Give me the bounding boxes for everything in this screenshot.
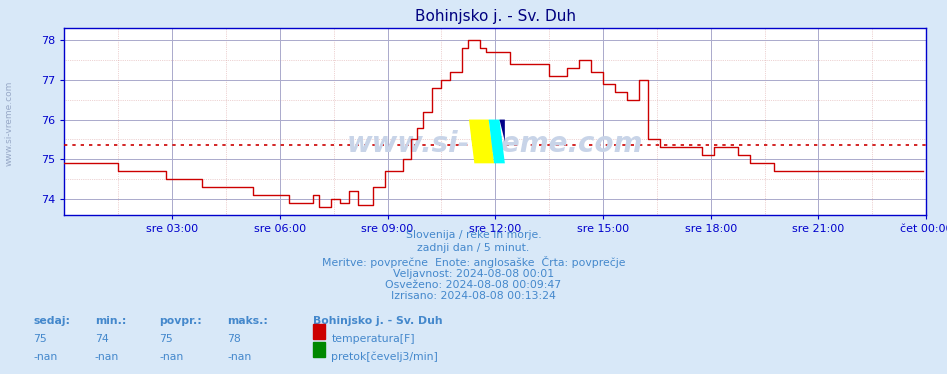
Polygon shape: [469, 120, 494, 163]
Text: sedaj:: sedaj:: [33, 316, 70, 326]
Text: maks.:: maks.:: [227, 316, 268, 326]
Text: -nan: -nan: [95, 352, 119, 362]
Text: -nan: -nan: [159, 352, 184, 362]
Text: Bohinjsko j. - Sv. Duh: Bohinjsko j. - Sv. Duh: [313, 316, 442, 326]
Text: zadnji dan / 5 minut.: zadnji dan / 5 minut.: [418, 243, 529, 253]
Text: Veljavnost: 2024-08-08 00:01: Veljavnost: 2024-08-08 00:01: [393, 269, 554, 279]
Title: Bohinjsko j. - Sv. Duh: Bohinjsko j. - Sv. Duh: [415, 9, 576, 24]
Text: 75: 75: [159, 334, 173, 344]
Text: 74: 74: [95, 334, 109, 344]
Text: povpr.:: povpr.:: [159, 316, 202, 326]
Polygon shape: [489, 120, 505, 163]
Text: Meritve: povprečne  Enote: anglosaške  Črta: povprečje: Meritve: povprečne Enote: anglosaške Črt…: [322, 256, 625, 268]
Text: www.si-vreme.com: www.si-vreme.com: [347, 130, 644, 158]
Text: Slovenija / reke in morje.: Slovenija / reke in morje.: [405, 230, 542, 240]
Text: temperatura[F]: temperatura[F]: [331, 334, 415, 344]
Text: -nan: -nan: [227, 352, 252, 362]
Text: Osveženo: 2024-08-08 00:09:47: Osveženo: 2024-08-08 00:09:47: [385, 280, 562, 290]
Text: -nan: -nan: [33, 352, 58, 362]
Text: Izrisano: 2024-08-08 00:13:24: Izrisano: 2024-08-08 00:13:24: [391, 291, 556, 301]
Text: min.:: min.:: [95, 316, 126, 326]
Text: pretok[čevelj3/min]: pretok[čevelj3/min]: [331, 352, 438, 362]
Polygon shape: [499, 120, 505, 163]
Text: 75: 75: [33, 334, 47, 344]
Text: www.si-vreme.com: www.si-vreme.com: [5, 81, 14, 166]
Text: 78: 78: [227, 334, 241, 344]
